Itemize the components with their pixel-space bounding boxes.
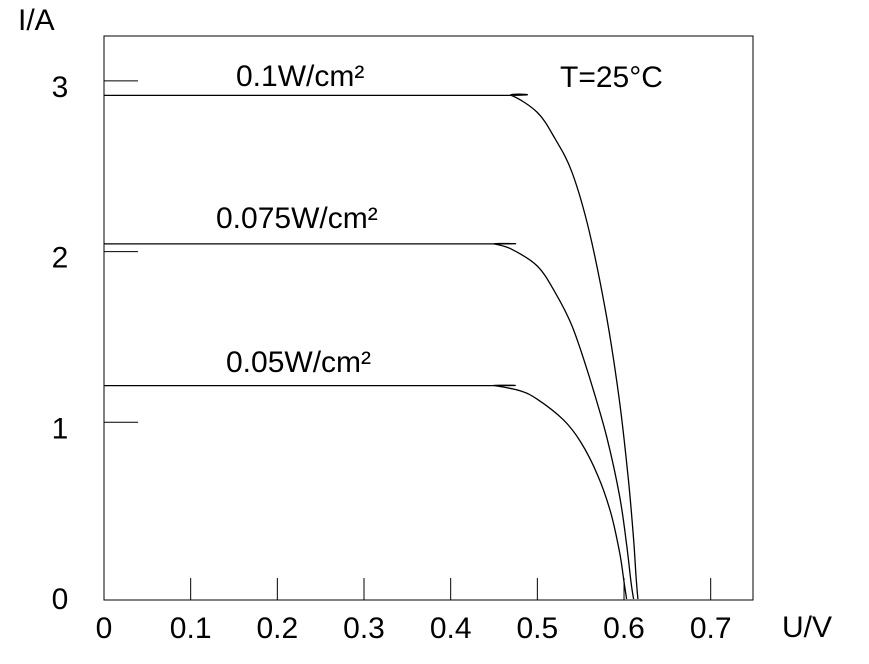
- x-tick-label: 0.5: [516, 612, 558, 645]
- y-tick-label: 2: [52, 242, 69, 275]
- x-tick-label: 0.7: [690, 612, 732, 645]
- series-label: 0.075W/cm²: [216, 202, 378, 235]
- x-tick-label: 0.4: [430, 612, 472, 645]
- series-label: 0.05W/cm²: [226, 346, 371, 379]
- x-tick-label: 0.3: [343, 612, 385, 645]
- series-line: [104, 93, 639, 600]
- y-ticks: [104, 80, 138, 423]
- series-label: 0.1W/cm²: [236, 60, 364, 93]
- y-tick-label: 1: [52, 412, 69, 445]
- x-tick-label: 0.1: [170, 612, 212, 645]
- series-labels: 0.1W/cm² 0.075W/cm² 0.05W/cm²: [216, 60, 378, 379]
- x-tick-label: 0: [96, 612, 113, 645]
- x-tick-labels: 0 0.1 0.2 0.3 0.4 0.5 0.6 0.7: [96, 612, 732, 645]
- temperature-annotation: T=25°C: [560, 61, 663, 94]
- x-tick-label: 0.6: [603, 612, 645, 645]
- x-ticks: [190, 578, 712, 600]
- series-lines: [104, 93, 639, 600]
- series-line: [104, 242, 635, 600]
- plot-frame: [103, 35, 754, 601]
- x-axis-title: U/V: [782, 611, 832, 644]
- series-line: [104, 384, 628, 600]
- x-tick-label: 0.2: [256, 612, 298, 645]
- y-tick-label: 0: [52, 583, 69, 616]
- y-tick-label: 3: [52, 71, 69, 104]
- y-tick-labels: 0 1 2 3: [52, 71, 69, 616]
- y-axis-title: I/A: [18, 4, 55, 37]
